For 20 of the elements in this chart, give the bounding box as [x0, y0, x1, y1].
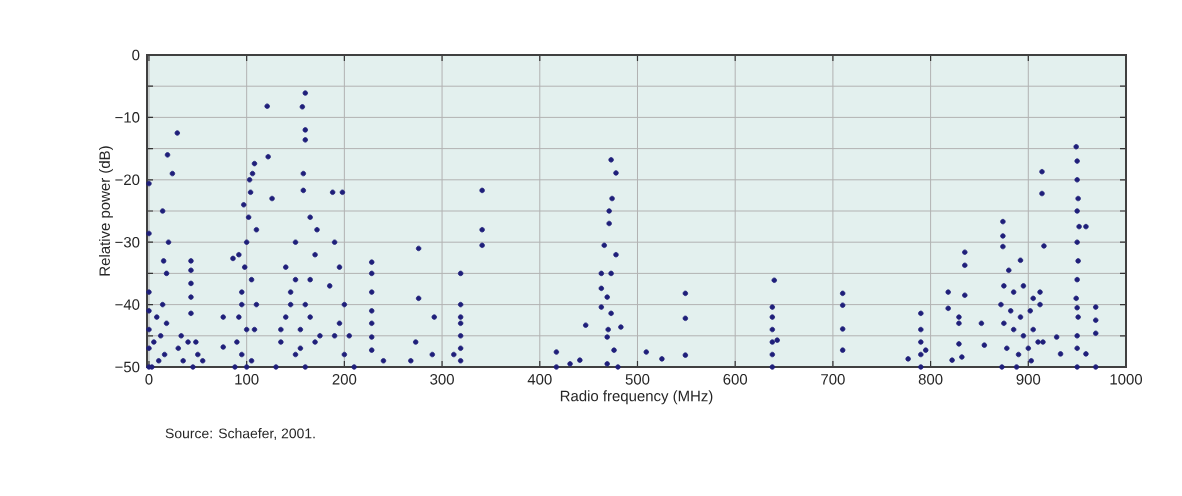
x-tick-label: 500	[625, 374, 650, 385]
x-tick-label: 800	[918, 374, 943, 385]
x-tick-label: 100	[235, 374, 259, 385]
x-tick-label: 200	[332, 374, 357, 385]
y-tick-label: 0	[132, 49, 140, 61]
y-axis-title: Relative power (dB)	[99, 146, 113, 276]
y-tick-label: −30	[115, 236, 140, 248]
x-tick-label: 600	[723, 374, 748, 385]
source-note: Source: Schaefer, 2001.	[165, 428, 315, 440]
x-tick-label: 400	[527, 374, 552, 385]
y-tick-label: −20	[115, 174, 140, 186]
x-tick-label: 700	[821, 374, 845, 385]
x-axis-title: Radio frequency (MHz)	[560, 390, 713, 405]
y-tick-label: −40	[115, 299, 140, 310]
x-tick-label: 1000	[1110, 374, 1143, 385]
x-tick-label: 900	[1016, 374, 1041, 385]
y-tick-label: −50	[115, 361, 140, 373]
x-tick-label: 300	[430, 374, 454, 385]
y-tick-label: −10	[115, 112, 140, 123]
x-tick-label: 0	[145, 374, 153, 385]
